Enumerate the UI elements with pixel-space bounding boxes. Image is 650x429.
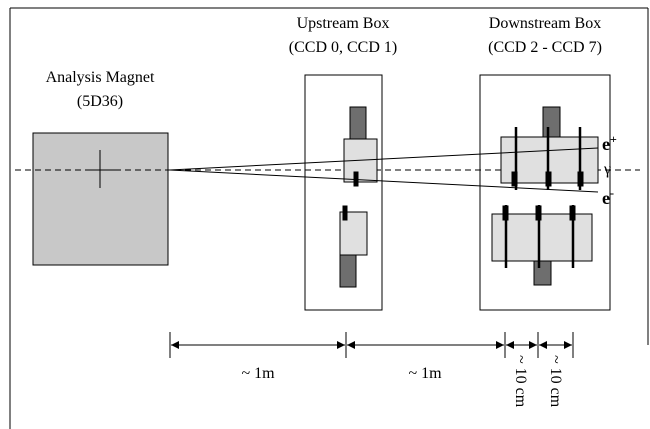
shape: [542, 106, 561, 139]
downstream-subtitle: (CCD 2 - CCD 7): [488, 39, 602, 56]
shape: e: [602, 188, 610, 208]
shape: [545, 171, 552, 187]
shape: [533, 259, 552, 286]
upstream-box: [304, 74, 383, 311]
magnet-subtitle: (5D36): [77, 93, 123, 110]
shape: [577, 171, 584, 187]
photon-label: γ: [603, 161, 611, 178]
upstream-title: Upstream Box: [297, 15, 390, 32]
electron-label: e-: [602, 186, 614, 208]
downstream-ccds: [491, 106, 599, 286]
shape: +: [610, 132, 617, 146]
positron-label: e+: [602, 132, 617, 154]
distance-label: ~ 10 cm: [547, 355, 564, 408]
electron-track: [169, 169, 599, 193]
downstream-box: [479, 74, 611, 311]
distance-label: ~ 1m: [408, 365, 442, 382]
frame: [9, 7, 649, 429]
upstream-subtitle: (CCD 0, CCD 1): [289, 39, 397, 56]
shape: [569, 205, 576, 221]
dimension-lines: [169, 332, 574, 358]
shape: [339, 254, 357, 288]
shape: [342, 205, 348, 221]
shape: -: [610, 186, 614, 200]
shape: [349, 106, 367, 141]
positron-track: [169, 147, 599, 171]
shape: [511, 171, 518, 187]
distance-label: ~ 10 cm: [512, 355, 529, 408]
upstream-ccds: [339, 106, 378, 288]
shape: [535, 205, 542, 221]
distance-label: ~ 1m: [241, 365, 275, 382]
shape: [491, 213, 593, 262]
shape: e: [602, 134, 610, 154]
shape: [502, 205, 509, 221]
magnet-title: Analysis Magnet: [46, 69, 155, 86]
downstream-title: Downstream Box: [489, 15, 601, 32]
